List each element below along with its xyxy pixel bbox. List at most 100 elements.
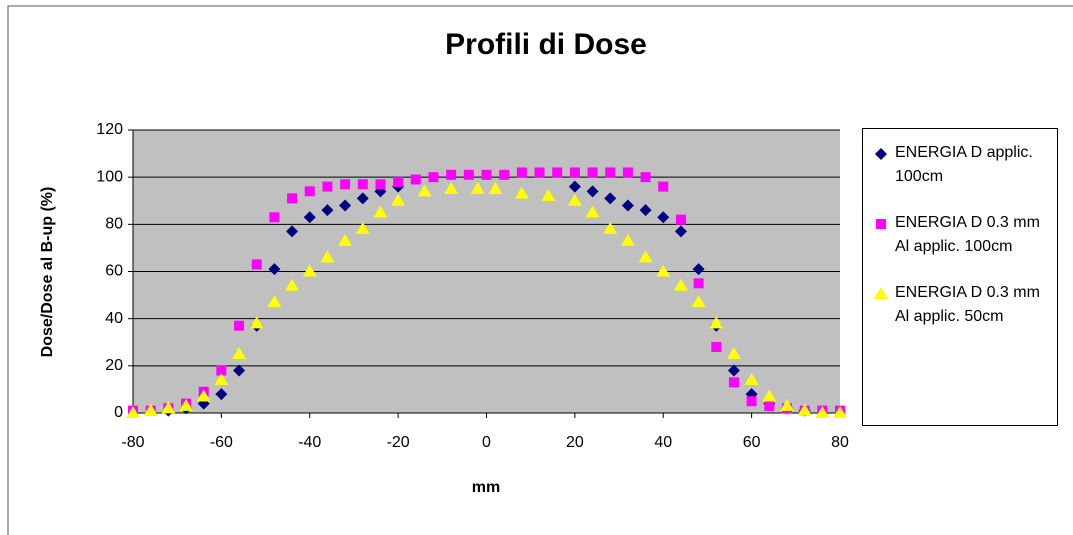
marker: [355, 222, 370, 235]
x-tick-label: 80: [831, 434, 849, 451]
legend-symbol: [876, 219, 886, 229]
marker: [620, 233, 635, 246]
marker: [393, 176, 404, 187]
marker: [126, 406, 140, 418]
marker: [268, 263, 281, 276]
marker: [567, 193, 582, 206]
marker: [303, 211, 316, 224]
legend: ENERGIA D applic. 100cm ENERGIA D 0.3 mm …: [862, 128, 1058, 426]
marker: [604, 192, 617, 205]
marker: [267, 295, 282, 308]
marker: [340, 179, 351, 190]
marker: [638, 250, 653, 263]
legend-label: ENERGIA D 0.3 mm Al applic. 50cm: [895, 284, 1040, 325]
marker: [569, 167, 580, 178]
marker: [338, 233, 353, 246]
marker: [322, 181, 333, 192]
marker: [287, 193, 298, 204]
marker: [568, 180, 581, 193]
y-tick-label: 60: [105, 263, 123, 280]
legend-symbol: [874, 287, 888, 299]
marker: [143, 403, 158, 416]
marker: [214, 372, 229, 385]
legend-label: ENERGIA D applic. 100cm: [895, 144, 1033, 185]
legend-item: ENERGIA D 0.3 mm Al applic. 50cm: [873, 281, 1049, 329]
marker: [691, 295, 706, 308]
marker: [470, 181, 485, 194]
marker: [552, 167, 563, 178]
marker: [673, 278, 688, 291]
marker: [762, 389, 777, 402]
marker: [233, 364, 246, 377]
marker: [428, 172, 439, 183]
marker: [410, 174, 421, 185]
marker: [640, 172, 651, 183]
marker: [488, 181, 503, 194]
marker: [375, 179, 386, 190]
marker: [541, 189, 556, 202]
marker: [603, 222, 618, 235]
legend-item: ENERGIA D 0.3 mm Al applic. 100cm: [873, 211, 1049, 259]
marker: [874, 287, 888, 299]
marker: [674, 225, 687, 238]
legend-item: ENERGIA D applic. 100cm: [873, 141, 1049, 189]
y-tick-label: 20: [105, 357, 123, 374]
chart-title: Profili di Dose: [445, 28, 647, 61]
legend-label: ENERGIA D 0.3 mm Al applic. 100cm: [895, 214, 1040, 255]
marker: [161, 401, 176, 414]
marker: [302, 264, 317, 277]
marker: [285, 278, 300, 291]
marker: [727, 364, 740, 377]
marker: [234, 320, 245, 331]
marker: [622, 167, 633, 178]
marker: [514, 186, 529, 199]
y-tick-label: 120: [96, 121, 123, 138]
x-tick-label: 40: [654, 434, 672, 451]
marker: [269, 212, 280, 223]
marker: [196, 389, 211, 402]
marker: [391, 193, 406, 206]
marker: [286, 225, 299, 238]
x-tick-label: -40: [298, 434, 321, 451]
marker: [746, 396, 757, 407]
marker: [417, 184, 432, 197]
marker: [709, 316, 724, 329]
marker: [815, 406, 830, 418]
marker: [534, 167, 545, 178]
marker: [764, 400, 775, 411]
marker: [797, 403, 812, 416]
marker: [675, 214, 686, 225]
y-tick-label: 80: [105, 216, 123, 233]
marker: [373, 205, 388, 218]
y-tick-label: 0: [114, 404, 123, 421]
marker: [585, 205, 600, 218]
marker: [321, 204, 334, 217]
y-tick-label: 100: [96, 168, 123, 185]
marker: [658, 181, 669, 192]
marker: [249, 316, 264, 329]
marker: [444, 181, 459, 194]
marker: [516, 167, 527, 178]
marker: [711, 341, 722, 352]
marker: [639, 204, 652, 217]
marker: [232, 347, 247, 360]
marker: [605, 167, 616, 178]
marker: [692, 263, 705, 276]
marker: [320, 250, 335, 263]
marker: [728, 377, 739, 388]
marker: [446, 169, 457, 180]
legend-symbol: [875, 148, 887, 160]
marker: [251, 259, 262, 270]
x-tick-label: -80: [121, 434, 144, 451]
marker: [586, 185, 599, 198]
marker: [179, 398, 194, 411]
marker: [656, 264, 671, 277]
marker: [779, 398, 794, 411]
x-tick-label: 20: [566, 434, 584, 451]
marker: [339, 199, 352, 212]
marker: [726, 347, 741, 360]
marker: [621, 199, 634, 212]
marker: [876, 219, 886, 229]
